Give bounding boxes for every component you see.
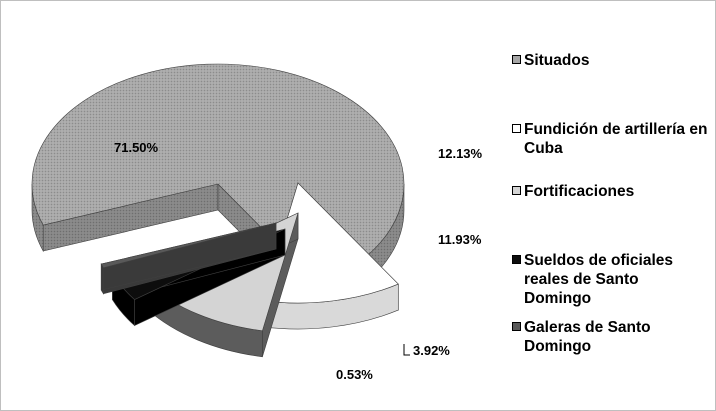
legend-label: Sueldos de oficiales reales de Santo Dom… <box>524 252 674 307</box>
legend-item-galeras: Galeras de Santo Domingo <box>512 318 710 356</box>
data-label-4: 0.53% <box>336 367 373 382</box>
legend-swatch <box>512 124 521 133</box>
legend-item-fortificaciones: Fortificaciones <box>512 182 710 201</box>
slice-top <box>100 222 277 269</box>
data-label-0: 71.50% <box>114 140 159 155</box>
legend-item-sueldos: Sueldos de oficiales reales de Santo Dom… <box>512 251 710 308</box>
legend-label: Galeras de Santo Domingo <box>524 319 651 355</box>
leader-line <box>403 344 410 356</box>
data-label-1: 12.13% <box>438 146 483 161</box>
data-label-3: 3.92% <box>413 343 450 358</box>
legend-item-fundicion: Fundición de artillería en Cuba <box>512 120 710 158</box>
legend-label: Fundición de artillería en Cuba <box>524 121 708 157</box>
legend-swatch <box>512 55 521 64</box>
slice-outer-wall <box>100 262 104 295</box>
legend-label: Fortificaciones <box>524 183 635 200</box>
legend-label: Situados <box>524 52 590 69</box>
legend-swatch <box>512 255 521 264</box>
legend-swatch <box>512 322 521 331</box>
pie-slice-4 <box>100 222 277 295</box>
legend-swatch <box>512 186 521 195</box>
data-label-2: 11.93% <box>438 232 482 247</box>
legend-item-situados: Situados <box>512 51 710 70</box>
